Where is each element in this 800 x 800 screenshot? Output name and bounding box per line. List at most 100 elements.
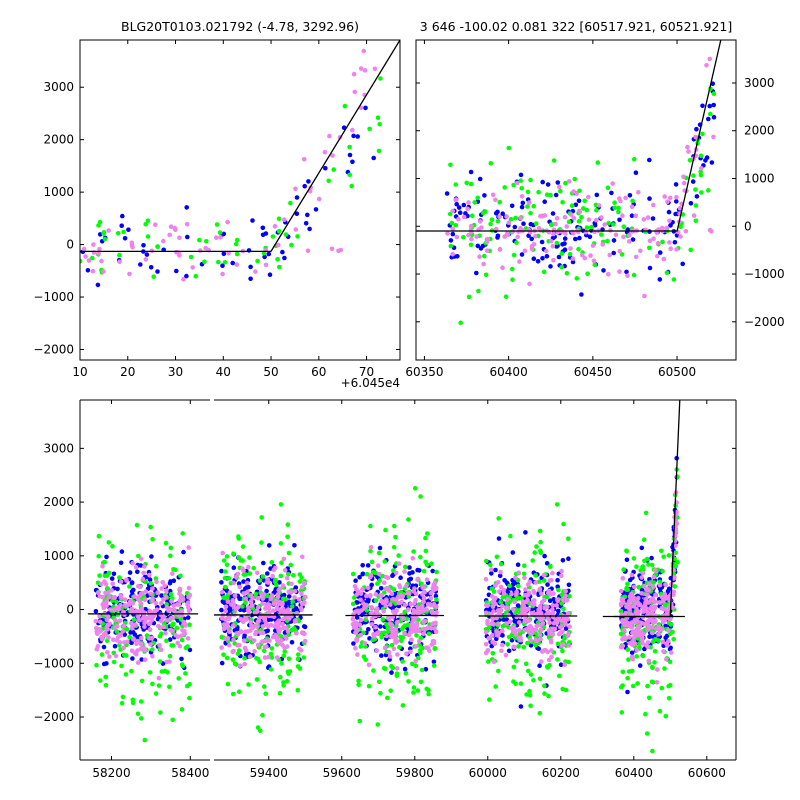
data-point-bottom-s1 (131, 587, 136, 593)
data-point-bottom-s3 (503, 605, 509, 611)
data-point-bottom-s2 (393, 534, 398, 540)
data-point-bottom-s3 (219, 589, 225, 595)
data-point-bottom-s2 (282, 649, 288, 654)
data-point-bottom-s3 (383, 574, 389, 580)
data-point-bottom-s3 (547, 620, 552, 626)
panel-top-right: 3 646 -100.02 0.081 322 [60517.921, 6052… (405, 19, 784, 379)
data-point-bottom-s2 (358, 644, 364, 649)
data-point-bottom-s3 (294, 630, 299, 636)
data-point-bottom-s3 (559, 643, 565, 648)
data-point-bottom-s3 (153, 601, 159, 606)
data-point-bottom-s2 (139, 716, 144, 721)
data-point-bottom-s2 (486, 659, 491, 664)
data-point-bottom-s3 (493, 583, 498, 588)
data-point-bottom-s3 (280, 583, 286, 588)
data-point-bottom-s3 (511, 606, 516, 612)
data-point-bottom-s3 (388, 602, 393, 607)
data-point-top-left-s2 (117, 252, 122, 258)
data-point-bottom-s3 (175, 634, 181, 640)
data-point-top-left-s2 (255, 258, 260, 264)
data-point-bottom-s3 (244, 580, 250, 586)
data-point-bottom-s3 (182, 628, 187, 634)
data-point-bottom-s3 (429, 610, 435, 615)
data-point-top-right-s1 (450, 231, 456, 237)
data-point-top-right-s2 (544, 192, 550, 197)
data-point-top-right-s1 (711, 115, 717, 120)
data-point-bottom-s3 (266, 580, 271, 585)
data-point-bottom-s2 (424, 562, 430, 568)
data-point-bottom-s3 (402, 631, 408, 637)
data-point-bottom-s3 (105, 650, 110, 655)
data-point-top-right-s3 (707, 227, 713, 233)
data-point-bottom-s3 (389, 591, 395, 596)
data-point-bottom-s2 (364, 571, 370, 577)
data-point-bottom-s2 (268, 667, 274, 672)
data-point-top-left-s3 (99, 258, 104, 264)
data-point-bottom-s2 (375, 722, 381, 727)
data-point-top-right-s2 (631, 157, 637, 162)
data-point-top-right-s3 (477, 254, 482, 259)
data-point-bottom-s2 (554, 502, 560, 507)
data-point-bottom-s3 (532, 598, 537, 603)
data-point-bottom-s3 (124, 603, 130, 609)
data-point-top-right-s2 (619, 252, 625, 257)
data-point-bottom-s1 (639, 598, 644, 603)
data-point-top-left-s3 (129, 242, 135, 248)
data-point-bottom-s1 (246, 584, 251, 590)
data-point-bottom-s2 (426, 631, 432, 637)
data-point-bottom-s1 (241, 579, 246, 584)
data-point-bottom-s2 (531, 678, 536, 683)
data-point-top-right-s1 (562, 241, 567, 246)
data-point-bottom-s2 (423, 548, 429, 554)
data-point-bottom-s2 (528, 703, 533, 709)
data-point-top-right-s2 (480, 210, 486, 216)
data-point-bottom-s2 (221, 558, 227, 563)
data-point-top-right-s1 (495, 233, 501, 239)
data-point-bottom-s2 (418, 554, 423, 560)
data-point-bottom-s1 (545, 582, 550, 587)
data-point-bottom-s3 (255, 642, 261, 648)
data-point-top-left-s2 (197, 237, 202, 243)
data-point-bottom-s3 (373, 625, 378, 630)
data-point-top-left-s2 (143, 222, 148, 227)
data-point-bottom-s3 (560, 629, 565, 634)
data-point-bottom-s2 (114, 629, 120, 634)
data-point-bottom-s3 (112, 595, 117, 600)
data-point-bottom-s2 (666, 553, 672, 558)
data-point-top-right-s3 (504, 231, 510, 236)
data-point-top-right-s1 (694, 194, 700, 199)
data-point-bottom-s2 (278, 573, 284, 579)
data-point-bottom-s3 (495, 580, 501, 585)
data-point-bottom-s3 (645, 613, 650, 618)
data-point-top-right-s3 (479, 225, 484, 230)
data-point-bottom-s2 (396, 553, 402, 558)
data-point-bottom-s3 (223, 604, 229, 609)
data-point-bottom-s2 (384, 622, 389, 627)
data-point-bottom-s3 (373, 592, 379, 597)
data-point-bottom-s3 (546, 628, 552, 634)
data-point-bottom-s2 (247, 555, 252, 560)
data-point-bottom-s3 (528, 637, 533, 643)
data-point-bottom-s3 (280, 642, 285, 648)
data-point-top-right-s3 (613, 232, 619, 238)
data-point-bottom-s3 (302, 638, 308, 644)
data-point-top-right-s1 (709, 160, 715, 165)
data-point-bottom-s2 (661, 554, 666, 559)
data-point-bottom-s3 (293, 618, 298, 623)
data-point-top-right-s1 (609, 190, 614, 196)
x-tick-label-bottom: 60600 (688, 766, 726, 780)
data-point-bottom-s3 (414, 622, 420, 628)
data-point-top-right-s1 (629, 213, 635, 218)
data-point-bottom-s2 (288, 562, 294, 568)
data-point-bottom-s3 (567, 624, 572, 629)
data-point-top-right-s2 (461, 235, 466, 240)
data-point-bottom-s3 (670, 567, 676, 572)
data-point-bottom-s3 (550, 570, 555, 576)
data-point-bottom-s3 (513, 632, 519, 637)
data-point-top-right-s1 (601, 268, 606, 273)
data-point-top-left-s1 (120, 213, 125, 219)
data-point-bottom-s3 (411, 617, 417, 623)
data-point-top-right-s1 (461, 202, 467, 208)
data-point-bottom-s3 (278, 608, 284, 613)
data-point-top-left-s1 (95, 282, 101, 288)
